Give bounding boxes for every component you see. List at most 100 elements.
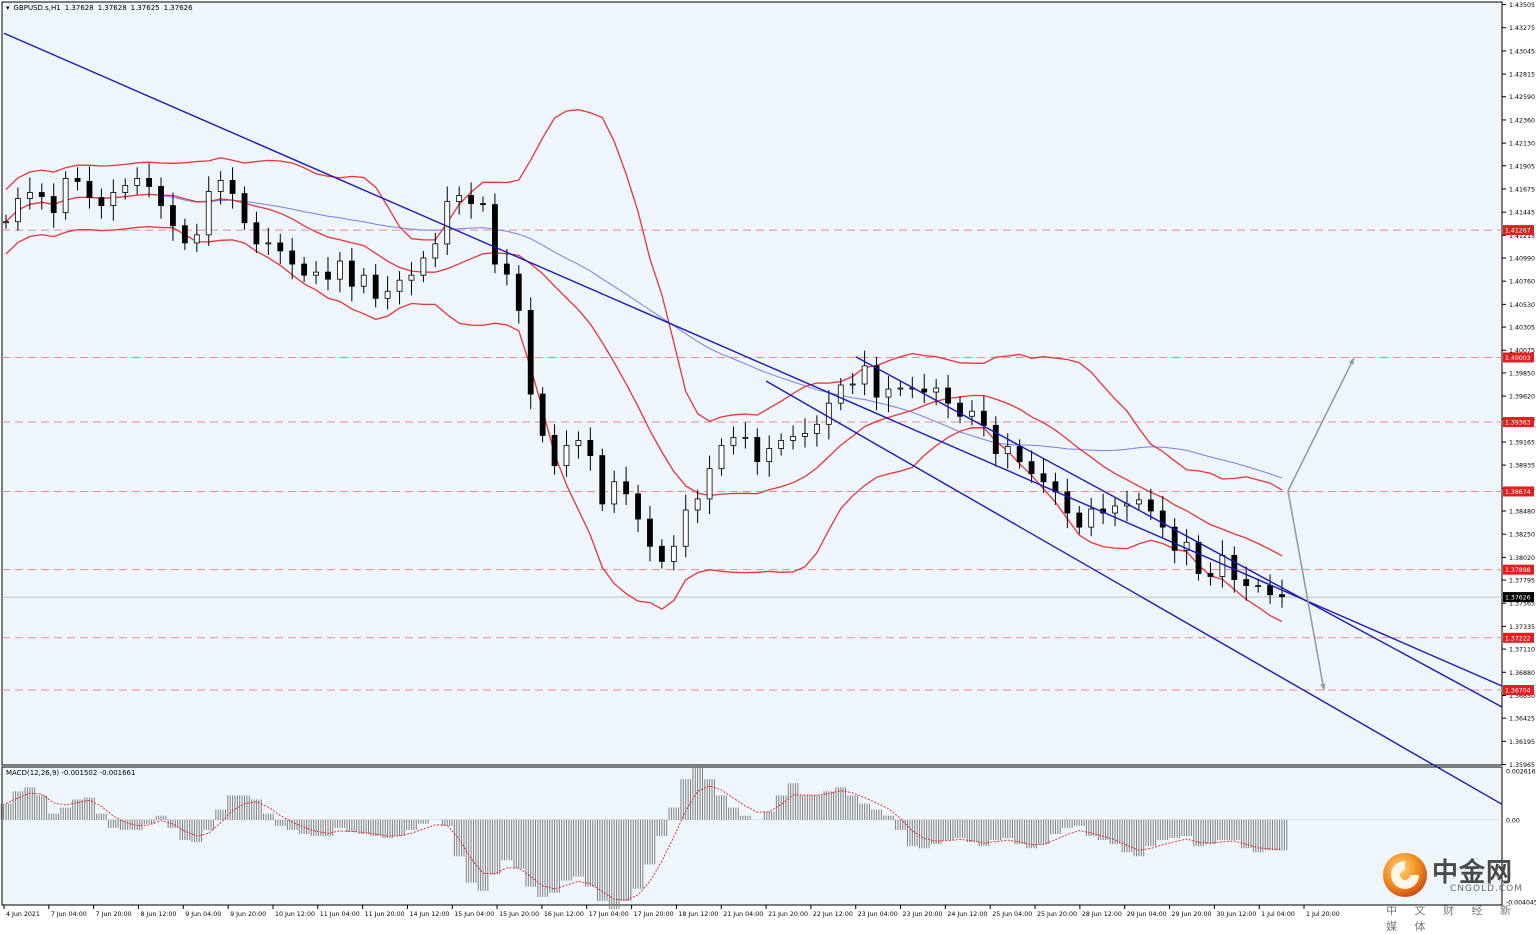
dropdown-icon[interactable]: ▾ <box>6 4 10 12</box>
candle-body <box>193 234 200 244</box>
level-price-label: 1.39363 <box>1505 420 1531 427</box>
level-price-label: 1.37898 <box>1505 567 1531 574</box>
candle-body <box>980 410 987 426</box>
candle <box>62 171 69 220</box>
y-tick-label: 1.36195 <box>1509 739 1535 746</box>
macd-header: MACD(12,26,9) -0.001502 -0.001661 <box>6 769 136 777</box>
x-tick-label: 14 Jun 12:00 <box>409 911 449 918</box>
candle <box>217 171 224 205</box>
x-tick-label: 25 Jun 04:00 <box>992 911 1032 918</box>
candle-body <box>372 274 379 299</box>
candle <box>241 186 248 230</box>
y-tick-label: 1.43505 <box>1509 2 1535 9</box>
candle-body <box>563 445 570 467</box>
candle-body <box>1207 573 1214 577</box>
candle-body <box>181 225 188 244</box>
x-tick-label: 21 Jun 04:00 <box>723 911 763 918</box>
candle <box>658 539 665 569</box>
candle-body <box>825 402 832 425</box>
candle <box>170 192 176 241</box>
candle-body <box>802 432 808 437</box>
candle-body <box>420 257 427 276</box>
logo-domain: CNGOLD.COM <box>1450 884 1524 894</box>
y-tick-label: 1.36650 <box>1509 693 1535 700</box>
candle <box>480 196 486 212</box>
candle-body <box>790 436 796 441</box>
candle-body <box>396 279 403 292</box>
close-value: 1.37626 <box>163 4 193 12</box>
candle <box>1183 529 1190 566</box>
candle <box>313 261 319 285</box>
candle-body <box>539 393 546 436</box>
x-tick-label: 9 Jun 20:00 <box>230 911 266 918</box>
candle-body <box>1279 594 1285 598</box>
candle-body <box>1064 491 1071 514</box>
candle-body <box>3 221 9 224</box>
candle-body <box>432 243 439 259</box>
candle-body <box>635 493 641 520</box>
candle <box>802 418 808 448</box>
candle-body <box>1076 512 1083 528</box>
candle-body <box>15 198 21 223</box>
candle <box>766 435 773 477</box>
candle-body <box>873 365 880 398</box>
candle <box>992 416 999 467</box>
candle <box>253 211 260 253</box>
low-value: 1.37625 <box>130 4 160 12</box>
candle-body <box>62 177 69 214</box>
candle <box>372 264 379 308</box>
candle <box>611 470 618 514</box>
candle-body <box>253 222 260 245</box>
y-tick-label: 1.43275 <box>1509 25 1535 32</box>
candle <box>193 223 200 252</box>
candle-body <box>814 423 820 434</box>
candle-body <box>384 290 391 299</box>
candle <box>50 183 57 228</box>
trendline-channel-lower <box>765 380 1503 805</box>
candle-body <box>1147 499 1154 512</box>
candle <box>599 448 606 512</box>
y-tick-label: 1.37110 <box>1509 647 1535 654</box>
level-price-tag <box>1503 352 1534 363</box>
x-tick-label: 11 Jun 04:00 <box>320 911 360 918</box>
candle-body <box>670 545 677 562</box>
candle-body <box>1004 446 1011 454</box>
candle <box>563 430 570 477</box>
y-tick-label: 1.40760 <box>1509 279 1535 286</box>
candle-body <box>134 177 141 186</box>
y-tick-label: 1.42815 <box>1509 72 1535 79</box>
candle-body <box>277 242 284 252</box>
candle-body <box>623 481 630 495</box>
candle-body <box>778 440 785 449</box>
candle-body <box>217 180 224 192</box>
candle <box>575 431 582 459</box>
candle <box>551 424 558 475</box>
candle <box>730 426 737 455</box>
level-price-tag <box>1503 486 1534 497</box>
candle <box>420 250 427 283</box>
x-tick-label: 15 Jun 04:00 <box>454 911 494 918</box>
candle <box>694 489 701 524</box>
arrow-head-icon <box>1320 683 1326 691</box>
candle-body <box>313 271 319 276</box>
level-price-label: 1.38674 <box>1505 489 1531 496</box>
candle <box>980 396 987 437</box>
candle <box>468 182 474 219</box>
candle <box>957 396 963 424</box>
candle <box>1112 496 1118 527</box>
x-tick-label: 29 Jun 04:00 <box>1127 911 1167 918</box>
high-value: 1.37628 <box>97 4 127 12</box>
candle <box>277 233 284 265</box>
candle <box>265 227 272 255</box>
y-tick-label: 1.37335 <box>1509 624 1535 631</box>
candle-body <box>611 481 618 505</box>
candle-body <box>503 263 510 275</box>
level-price-label: 1.41267 <box>1505 228 1531 235</box>
candle <box>158 177 164 219</box>
candle-body <box>1016 446 1023 463</box>
y-tick-label: 1.41905 <box>1509 163 1535 170</box>
macd-signal-line <box>5 785 1283 901</box>
candle-body <box>348 260 355 287</box>
